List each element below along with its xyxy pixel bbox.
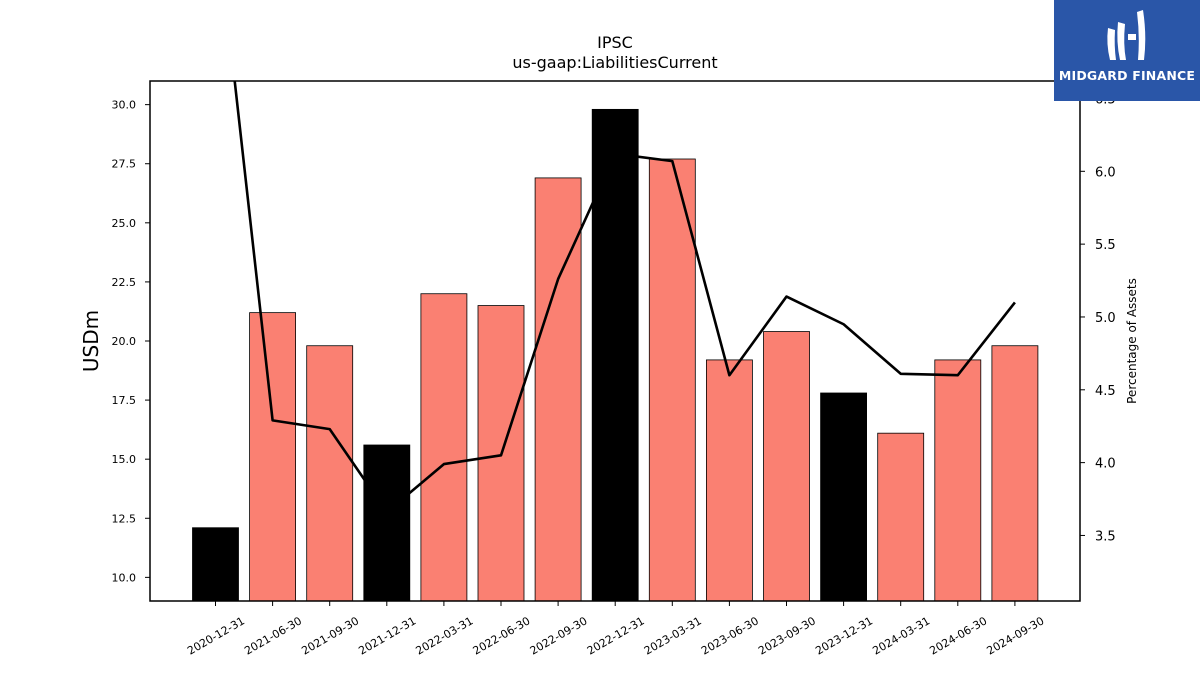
y2-tick-label: 5.5 — [1095, 238, 1116, 253]
x-tick-label: 2024-09-30 — [985, 614, 1047, 657]
bar-2021-09-30 — [306, 345, 354, 601]
y-tick-label: 30.0 — [112, 99, 137, 112]
x-tick-label: 2021-12-31 — [356, 614, 418, 657]
bar-2020-12-31 — [192, 527, 239, 601]
x-tick-label: 2022-03-31 — [414, 614, 476, 657]
bar-2024-03-31 — [877, 432, 925, 601]
line-series-percentage — [233, 81, 1016, 514]
y2-tick-label: 4.0 — [1095, 457, 1116, 472]
bar-2023-09-30 — [763, 331, 810, 601]
bar-2022-12-31 — [591, 108, 639, 601]
x-tick-label: 2021-09-30 — [299, 614, 361, 657]
chart-title: IPSC — [597, 33, 633, 52]
y-tick-label: 17.5 — [112, 394, 137, 407]
y-tick-label: 20.0 — [112, 335, 137, 348]
y-tick-label: 25.0 — [112, 217, 137, 230]
y-tick-label: 10.0 — [112, 571, 137, 584]
bar-2022-03-31 — [420, 293, 468, 601]
y-tick-label: 15.0 — [112, 453, 137, 466]
x-tick-label: 2022-06-30 — [471, 614, 533, 657]
y2-axis-label: Percentage of Assets — [1125, 278, 1139, 404]
bar-2021-12-31 — [363, 444, 411, 601]
y-tick-label: 12.5 — [112, 512, 137, 525]
x-tick-label: 2024-03-31 — [870, 614, 932, 657]
y-axis-label: USDm — [79, 310, 103, 372]
chart-subtitle: us-gaap:LiabilitiesCurrent — [512, 53, 717, 72]
line-layer — [233, 81, 1016, 514]
x-tick-label: 2022-09-30 — [528, 614, 590, 657]
bar-2023-06-30 — [706, 359, 753, 601]
bars-layer — [192, 108, 1039, 601]
x-tick-label: 2021-06-30 — [242, 614, 304, 657]
x-tick-label: 2022-12-31 — [585, 614, 647, 657]
bar-2024-06-30 — [934, 359, 982, 601]
logo-text: MIDGARD FINANCE — [1058, 68, 1196, 83]
bar-2024-09-30 — [991, 345, 1039, 601]
y2-tick-label: 5.0 — [1095, 311, 1116, 326]
logo-mark-icon — [1107, 10, 1146, 60]
bar-2021-06-30 — [249, 312, 297, 601]
x-tick-label: 2023-12-31 — [813, 614, 875, 657]
x-tick-label: 2023-06-30 — [699, 614, 761, 657]
x-tick-label: 2023-09-30 — [756, 614, 818, 657]
bar-2023-12-31 — [820, 392, 867, 601]
bar-2023-03-31 — [648, 158, 696, 601]
logo: MIDGARD FINANCE — [1054, 0, 1200, 101]
y-tick-label: 27.5 — [112, 158, 137, 171]
x-tick-label: 2020-12-31 — [185, 614, 247, 657]
y-tick-label: 22.5 — [112, 276, 137, 289]
y2-tick-label: 4.5 — [1095, 384, 1116, 399]
y2-tick-label: 6.0 — [1095, 165, 1116, 180]
x-tick-label: 2023-03-31 — [642, 614, 704, 657]
y2-tick-label: 3.5 — [1095, 529, 1116, 544]
x-tick-label: 2024-06-30 — [927, 614, 989, 657]
